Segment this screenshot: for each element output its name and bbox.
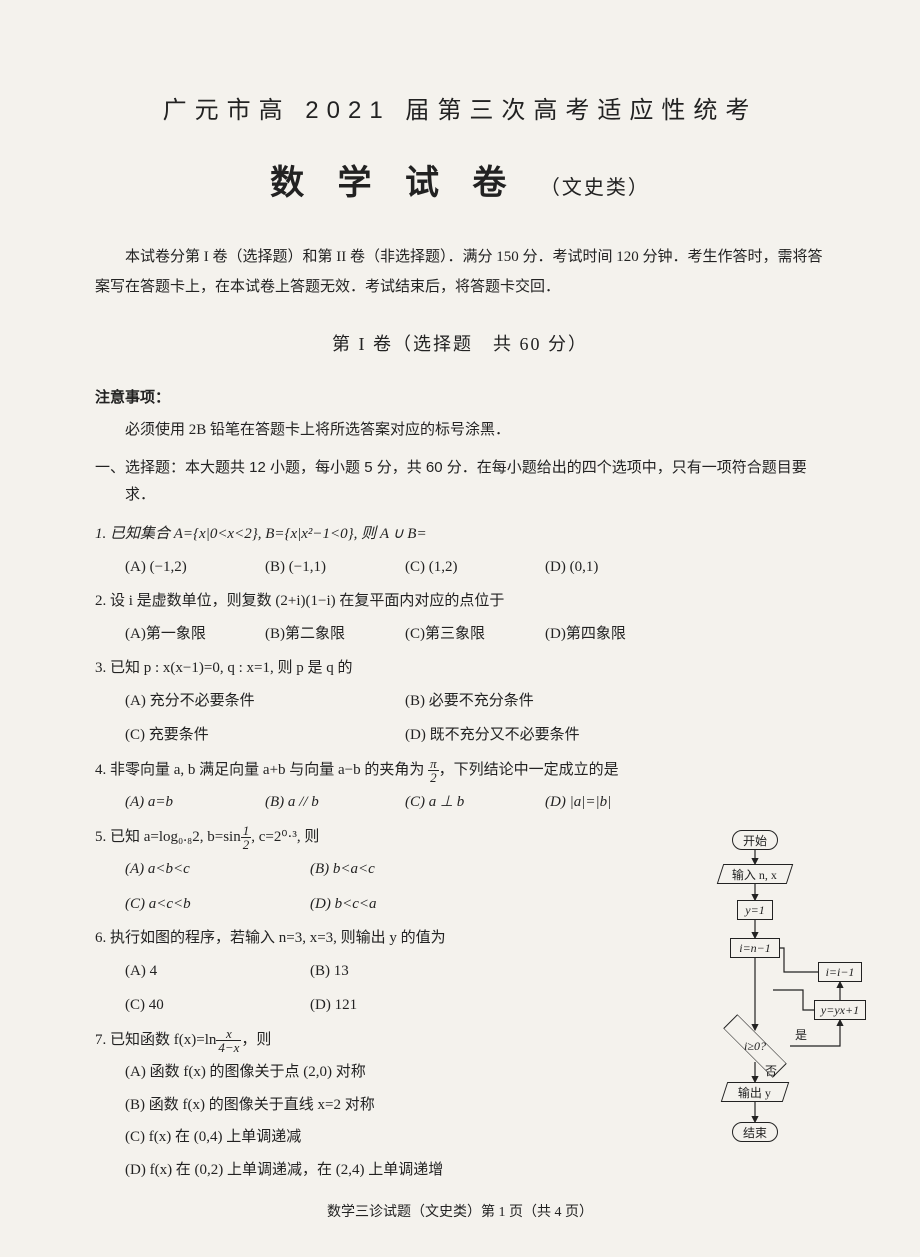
q1-opt-b: (B) (−1,1) — [265, 553, 405, 582]
q3-options-row1: (A) 充分不必要条件 (B) 必要不充分条件 — [95, 687, 685, 716]
flowchart: 开始 输入 n, x y=1 i=n−1 i=i−1 y=yx+1 i≥0? 是… — [710, 830, 855, 1160]
q2-stem: 2. 设 i 是虚数单位，则复数 (2+i)(1−i) 在复平面内对应的点位于 — [95, 587, 685, 616]
q5-opt-a: (A) a<b<c — [125, 855, 310, 884]
q7-opt-b: (B) 函数 f(x) 的图像关于直线 x=2 对称 — [95, 1091, 685, 1120]
flow-end: 结束 — [732, 1122, 778, 1142]
notice-heading: 注意事项： — [95, 386, 825, 407]
flow-yes-label: 是 — [795, 1026, 807, 1043]
q7-opt-c: (C) f(x) 在 (0,4) 上单调递减 — [95, 1123, 685, 1152]
flow-cond: i≥0? — [720, 1028, 790, 1064]
q7-stem: 7. 已知函数 f(x)=lnx4−x，则 — [95, 1026, 685, 1055]
q4-options: (A) a=b (B) a // b (C) a ⊥ b (D) |a|=|b| — [95, 788, 685, 817]
q3-opt-c: (C) 充要条件 — [125, 721, 405, 750]
q5-options-row2: (C) a<c<b (D) b<c<a — [95, 890, 495, 919]
section-1-title: 第 I 卷（选择题 共 60 分） — [95, 330, 825, 356]
q6-opt-d: (D) 121 — [310, 991, 495, 1020]
exam-header-line1: 广元市高 2021 届第三次高考适应性统考 — [95, 90, 825, 125]
q5-options-row1: (A) a<b<c (B) b<a<c — [95, 855, 495, 884]
flow-assign-i: i=n−1 — [730, 938, 780, 958]
q3-opt-a: (A) 充分不必要条件 — [125, 687, 405, 716]
title-main: 数 学 试 卷 — [270, 164, 518, 202]
q6-stem: 6. 执行如图的程序，若输入 n=3, x=3, 则输出 y 的值为 — [95, 924, 685, 953]
q5-opt-d: (D) b<c<a — [310, 890, 495, 919]
q3-opt-b: (B) 必要不充分条件 — [405, 687, 685, 716]
part-1-instructions: 一、选择题：本大题共 12 小题，每小题 5 分，共 60 分．在每小题给出的四… — [95, 454, 825, 508]
q1-stem: 1. 已知集合 A={x|0<x<2}, B={x|x²−1<0}, 则 A ∪… — [95, 520, 685, 549]
notice-body: 必须使用 2B 铅笔在答题卡上将所选答案对应的标号涂黑． — [95, 417, 825, 444]
flow-decr-i: i=i−1 — [818, 962, 862, 982]
q6-opt-a: (A) 4 — [125, 957, 310, 986]
q4-opt-a: (A) a=b — [125, 788, 265, 817]
flow-output: 输出 y — [721, 1082, 789, 1102]
page-footer: 数学三诊试题（文史类）第 1 页（共 4 页） — [0, 1201, 920, 1221]
q7-opt-d: (D) f(x) 在 (0,2) 上单调递减，在 (2,4) 上单调递增 — [95, 1156, 685, 1185]
q1-opt-a: (A) (−1,2) — [125, 553, 265, 582]
q4-stem: 4. 非零向量 a, b 满足向量 a+b 与向量 a−b 的夹角为 π2，下列… — [95, 756, 685, 785]
q2-opt-c: (C)第三象限 — [405, 620, 545, 649]
flow-start: 开始 — [732, 830, 778, 850]
q6-opt-c: (C) 40 — [125, 991, 310, 1020]
q2-opt-a: (A)第一象限 — [125, 620, 265, 649]
q5-opt-c: (C) a<c<b — [125, 890, 310, 919]
q3-stem: 3. 已知 p : x(x−1)=0, q : x=1, 则 p 是 q 的 — [95, 654, 685, 683]
q6-options-row2: (C) 40 (D) 121 — [95, 991, 495, 1020]
flow-no-label: 否 — [765, 1062, 777, 1079]
q2-opt-b: (B)第二象限 — [265, 620, 405, 649]
q4-opt-b: (B) a // b — [265, 788, 405, 817]
q2-options: (A)第一象限 (B)第二象限 (C)第三象限 (D)第四象限 — [95, 620, 685, 649]
q5-opt-b: (B) b<a<c — [310, 855, 495, 884]
q4-opt-d: (D) |a|=|b| — [545, 788, 685, 817]
exam-header-line2: 数 学 试 卷 （文史类） — [95, 155, 825, 204]
q3-options-row2: (C) 充要条件 (D) 既不充分又不必要条件 — [95, 721, 685, 750]
q1-opt-c: (C) (1,2) — [405, 553, 545, 582]
exam-intro: 本试卷分第 I 卷（选择题）和第 II 卷（非选择题）．满分 150 分．考试时… — [95, 242, 825, 302]
flow-input: 输入 n, x — [717, 864, 793, 884]
q7-opt-a: (A) 函数 f(x) 的图像关于点 (2,0) 对称 — [95, 1058, 685, 1087]
q6-options-row1: (A) 4 (B) 13 — [95, 957, 495, 986]
q1-options: (A) (−1,2) (B) (−1,1) (C) (1,2) (D) (0,1… — [95, 553, 685, 582]
q1-opt-d: (D) (0,1) — [545, 553, 685, 582]
q3-opt-d: (D) 既不充分又不必要条件 — [405, 721, 685, 750]
q6-opt-b: (B) 13 — [310, 957, 495, 986]
q5-stem: 5. 已知 a=log₀.₈2, b=sin12, c=2⁰·³, 则 — [95, 823, 685, 852]
q4-opt-c: (C) a ⊥ b — [405, 788, 545, 817]
flow-assign-y: y=1 — [737, 900, 773, 920]
flow-update-y: y=yx+1 — [814, 1000, 866, 1020]
q2-opt-d: (D)第四象限 — [545, 620, 685, 649]
title-sub: （文史类） — [540, 177, 650, 199]
